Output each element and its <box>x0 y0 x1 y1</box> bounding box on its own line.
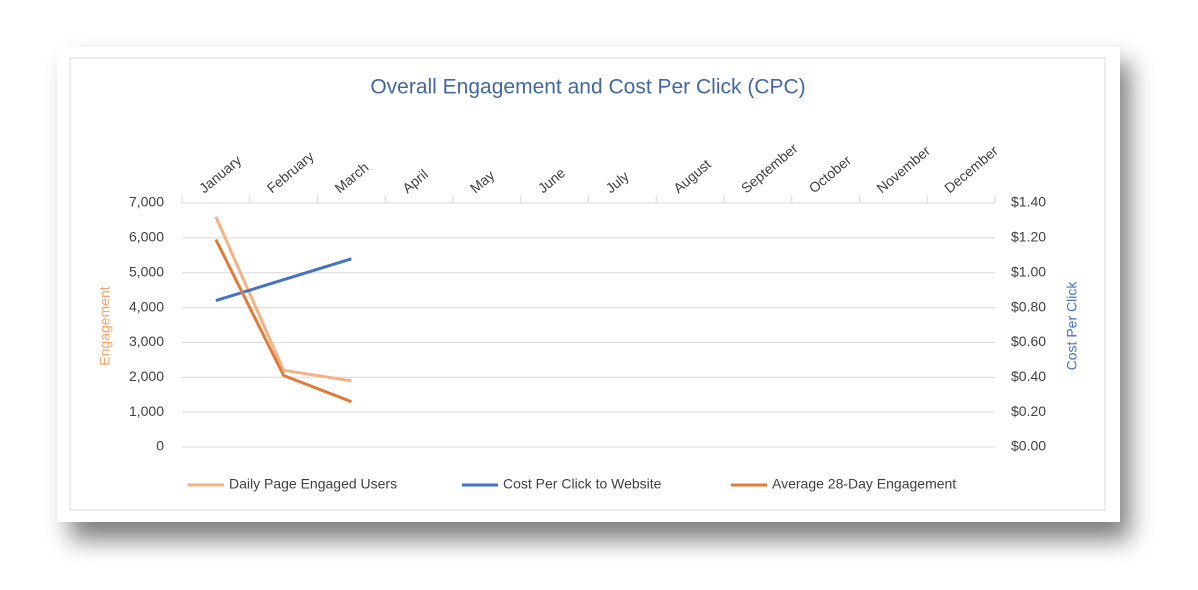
y2-tick-label: $1.20 <box>1011 229 1046 245</box>
y2-tick-label: $0.00 <box>1011 438 1046 454</box>
y2-tick-label: $0.20 <box>1011 403 1046 419</box>
y-tick-label: 3,000 <box>129 333 164 349</box>
series-line <box>214 216 352 383</box>
legend-label: Average 28-Day Engagement <box>772 476 956 492</box>
legend-label: Daily Page Engaged Users <box>229 476 397 492</box>
y2-tick-label: $1.00 <box>1011 263 1046 279</box>
y2-tick-label: $0.40 <box>1011 368 1046 384</box>
y-tick-label: 5,000 <box>129 263 164 279</box>
y2-tick-label: $1.40 <box>1011 194 1046 210</box>
y2-axis-title: Cost Per Click <box>1064 281 1080 371</box>
y-tick-label: 2,000 <box>129 368 164 384</box>
series-line <box>214 238 352 404</box>
chart-title: Overall Engagement and Cost Per Click (C… <box>370 76 805 99</box>
y-tick-label: 1,000 <box>129 403 164 419</box>
series-line <box>215 257 352 303</box>
y-tick-label: 0 <box>156 438 164 454</box>
y-tick-label: 7,000 <box>129 194 164 210</box>
y-tick-label: 4,000 <box>129 298 164 314</box>
y2-tick-label: $0.60 <box>1011 333 1046 349</box>
y-axis-title: Engagement <box>97 286 113 366</box>
legend-label: Cost Per Click to Website <box>503 476 662 492</box>
chart-border <box>69 57 1106 511</box>
y2-tick-label: $0.80 <box>1011 298 1046 314</box>
y-tick-label: 6,000 <box>129 229 164 245</box>
